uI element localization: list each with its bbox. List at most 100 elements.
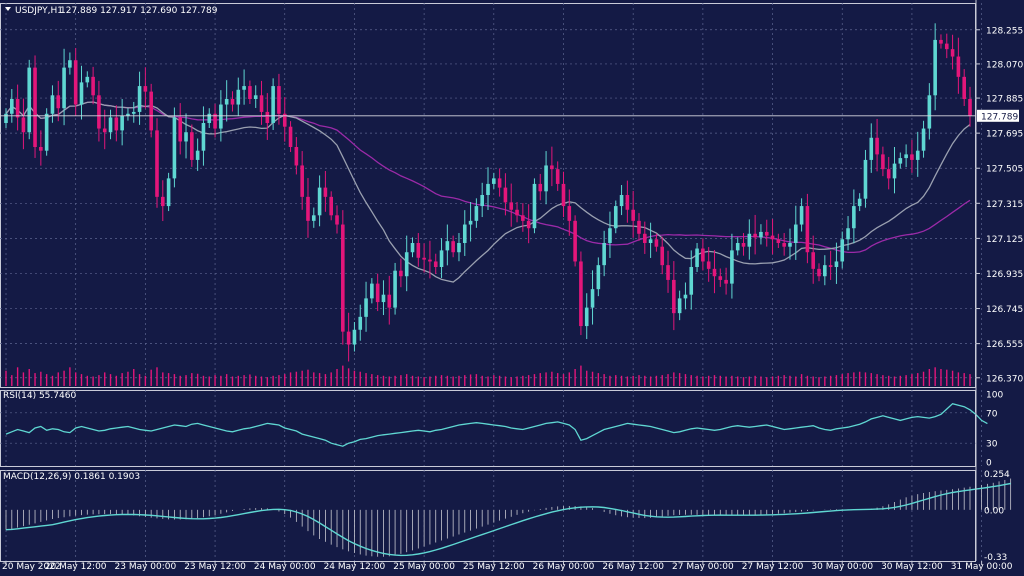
current-price-tag: 127.789 [981, 112, 1018, 122]
candle-body [561, 183, 566, 207]
price-tick-label: 128.070 [986, 60, 1023, 70]
candle-body [468, 220, 473, 225]
candle-body [619, 195, 624, 207]
candle-body [184, 132, 188, 142]
candle-body [788, 243, 792, 247]
price-tick-label: 126.935 [986, 270, 1023, 280]
candle-body [654, 239, 659, 247]
rsi-tick-label: 30 [986, 440, 998, 450]
rsi-tick-label: 70 [986, 409, 998, 419]
macd-tick-label: 0.254 [984, 470, 1010, 480]
candle-body [631, 209, 635, 221]
candle-body [248, 86, 252, 99]
time-tick-label: 27 May 12:00 [742, 562, 804, 572]
candle-body [573, 220, 577, 262]
candle-body [962, 76, 966, 99]
time-tick-label: 25 May 00:00 [393, 562, 455, 572]
candle-body [672, 279, 676, 314]
ma-fast-line [5, 101, 971, 283]
price-tick-label: 126.370 [986, 374, 1023, 384]
candle-body [939, 39, 943, 44]
candle-body [62, 67, 66, 109]
candle-body [137, 86, 142, 112]
candle-body [701, 248, 705, 262]
price-tick-label: 127.885 [986, 95, 1023, 105]
candle-body [584, 307, 589, 327]
candle-body [445, 241, 450, 251]
candle-body [666, 265, 670, 280]
price-tick-label: 127.125 [986, 235, 1023, 245]
candle-body [718, 276, 723, 280]
candle-body [886, 169, 891, 179]
candle-body [683, 294, 688, 299]
candle-body [21, 117, 26, 133]
candle-body [213, 113, 217, 129]
candle-body [370, 283, 374, 299]
candle-body [300, 165, 304, 197]
macd-tick-label: 0.00 [984, 506, 1004, 516]
candle-body [178, 117, 183, 142]
candle-body [91, 76, 95, 96]
candle-body [155, 130, 159, 197]
candle-body [555, 169, 560, 184]
candle-body [910, 154, 914, 160]
candle-body [33, 67, 37, 147]
candle-body [689, 267, 694, 295]
candle-body [44, 113, 49, 151]
candle-body [27, 67, 32, 133]
candle-body [660, 246, 665, 266]
macd-tick-label: -0.33 [984, 553, 1007, 563]
candle-body [451, 241, 455, 253]
candle-body [317, 187, 322, 216]
candle-body [73, 60, 78, 105]
candle-body [869, 137, 874, 160]
candle-body [4, 113, 8, 123]
time-tick-label: 24 May 00:00 [254, 562, 316, 572]
candle-body [526, 220, 531, 229]
candle-body [637, 220, 641, 234]
candle-body [219, 104, 223, 129]
candle-body [950, 49, 955, 57]
candle-body [735, 243, 740, 251]
rsi-tick-label: 100 [986, 391, 1003, 401]
candle-body [590, 289, 595, 308]
candle-body [695, 248, 699, 267]
time-tick-label: 24 May 12:00 [324, 562, 386, 572]
candle-body [817, 268, 821, 277]
candle-body [329, 196, 334, 216]
candle-body [968, 99, 972, 116]
candle-body [544, 165, 548, 192]
time-tick-label: 23 May 12:00 [184, 562, 246, 572]
candle-body [811, 252, 816, 269]
candle-body [190, 132, 194, 160]
candle-body [207, 113, 212, 123]
candle-body [521, 215, 525, 221]
candle-body [846, 228, 850, 240]
candle-body [265, 111, 270, 123]
candle-body [770, 235, 775, 240]
time-tick-label: 23 May 00:00 [115, 562, 177, 572]
candle-body [253, 95, 258, 99]
current-price-marker: 127.789 [0, 109, 1019, 122]
candle-body [515, 209, 519, 216]
candle-body [863, 159, 868, 199]
candle-body [840, 239, 845, 262]
candle-body [782, 243, 786, 247]
candle-body [503, 187, 508, 203]
candle-body [898, 158, 903, 164]
candle-body [799, 206, 804, 225]
candle-body [201, 123, 206, 151]
rsi-panel [5, 402, 988, 447]
candle-body [120, 115, 124, 131]
volume-bars [5, 365, 971, 386]
candle-body [579, 261, 583, 327]
candle-body [852, 206, 856, 229]
candle-body [230, 99, 235, 105]
candle-body [306, 196, 310, 221]
candle-body [149, 91, 153, 131]
candle-body [730, 250, 734, 284]
time-tick-label: 26 May 12:00 [602, 562, 664, 572]
price-tick-label: 127.695 [986, 130, 1023, 140]
time-tick-label: 30 May 00:00 [811, 562, 873, 572]
price-tick-label: 127.315 [986, 200, 1023, 210]
